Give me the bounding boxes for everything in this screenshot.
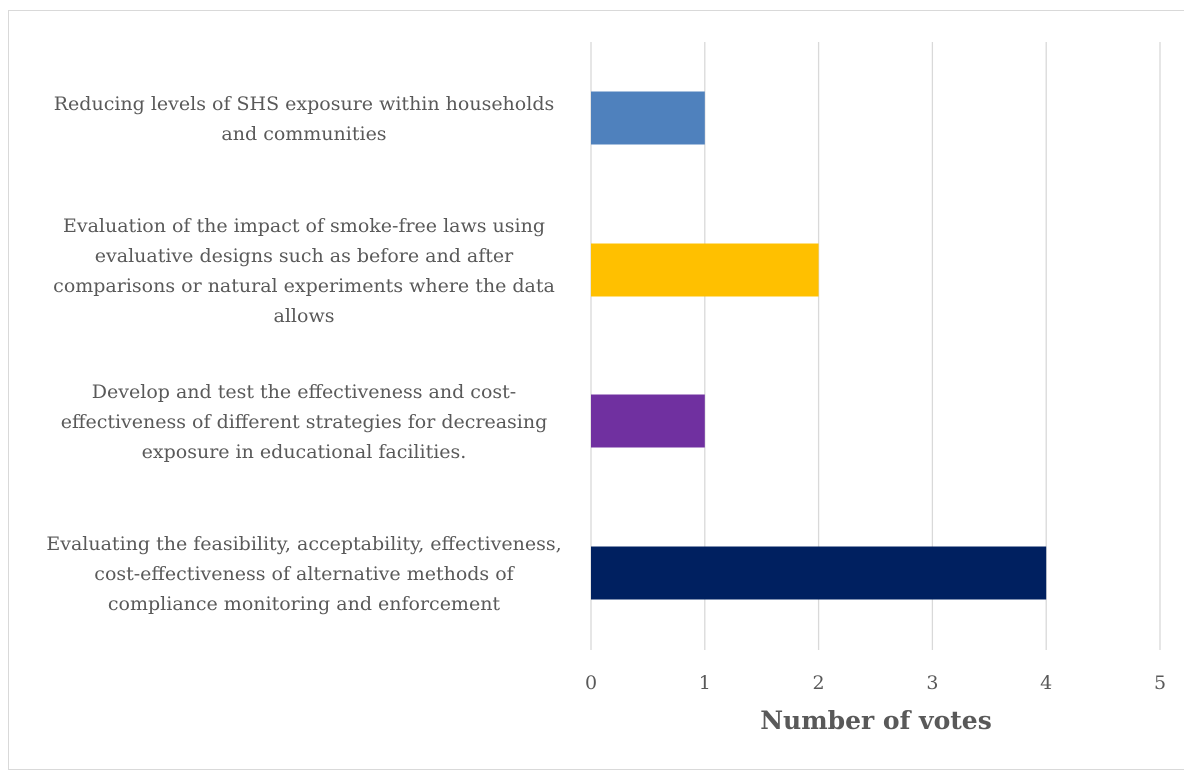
category-label-line: Evaluating the feasibility, acceptabilit… bbox=[46, 533, 561, 555]
category-label-line: effectiveness of different strategies fo… bbox=[61, 411, 548, 433]
category-label-line: Develop and test the effectiveness and c… bbox=[92, 381, 516, 403]
x-tick-label-1: 1 bbox=[699, 672, 711, 694]
category-label-line: and communities bbox=[221, 123, 386, 145]
bar-2 bbox=[591, 243, 819, 297]
category-label-line: cost-effectiveness of alternative method… bbox=[94, 563, 515, 585]
category-label-3: Develop and test the effectiveness and c… bbox=[61, 381, 548, 463]
x-tick-labels: 0 1 2 3 4 5 bbox=[585, 672, 1166, 694]
bars bbox=[591, 91, 1047, 600]
category-labels: Reducing levels of SHS exposure within h… bbox=[46, 93, 561, 615]
category-label-line: Evaluation of the impact of smoke-free l… bbox=[63, 215, 545, 237]
category-label-2: Evaluation of the impact of smoke-free l… bbox=[53, 215, 555, 327]
x-tick-label-5: 5 bbox=[1154, 672, 1166, 694]
category-label-line: comparisons or natural experiments where… bbox=[53, 275, 555, 297]
bar-3 bbox=[591, 394, 705, 448]
bar-1 bbox=[591, 91, 705, 145]
bar-4 bbox=[591, 546, 1047, 600]
x-tick-label-3: 3 bbox=[926, 672, 938, 694]
x-tick-label-0: 0 bbox=[585, 672, 597, 694]
x-tick-label-2: 2 bbox=[813, 672, 825, 694]
category-label-line: compliance monitoring and enforcement bbox=[108, 593, 501, 615]
category-label-line: Reducing levels of SHS exposure within h… bbox=[54, 93, 554, 115]
category-label-line: allows bbox=[274, 305, 335, 327]
category-label-1: Reducing levels of SHS exposure within h… bbox=[54, 93, 554, 145]
x-tick-label-4: 4 bbox=[1040, 672, 1052, 694]
x-axis-title: Number of votes bbox=[760, 706, 992, 735]
category-label-line: exposure in educational facilities. bbox=[142, 441, 467, 463]
category-label-line: evaluative designs such as before and af… bbox=[95, 245, 514, 267]
category-label-4: Evaluating the feasibility, acceptabilit… bbox=[46, 533, 561, 615]
